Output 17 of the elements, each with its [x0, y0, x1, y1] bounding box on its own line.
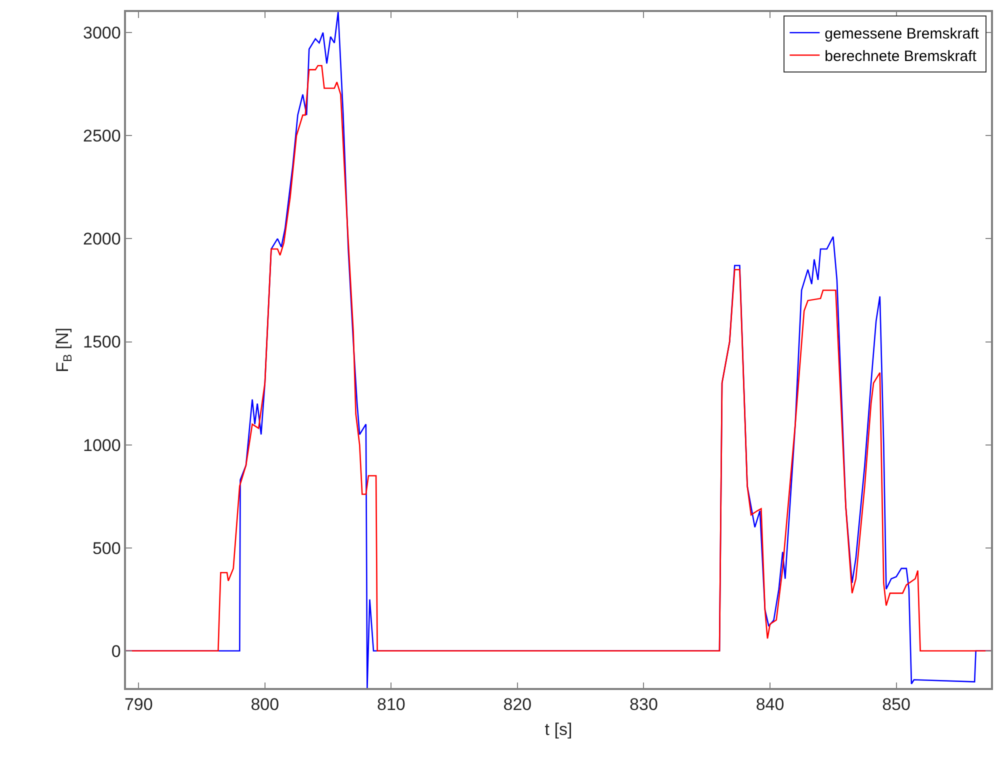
x-tick-label: 810 — [376, 695, 406, 714]
x-tick-label: 790 — [124, 695, 153, 714]
y-tick-label: 1000 — [83, 436, 121, 455]
x-tick-label: 820 — [503, 695, 532, 714]
x-axis-title: t [s] — [544, 720, 572, 740]
x-tick-label: 840 — [756, 695, 784, 714]
y-tick-label: 1500 — [83, 332, 121, 352]
x-tick-label: 800 — [250, 695, 280, 714]
y-tick-label: 2500 — [83, 126, 121, 146]
y-tick-label: 0 — [111, 642, 121, 661]
y-tick-label: 3000 — [83, 24, 121, 43]
x-tick-label: 850 — [882, 695, 910, 714]
x-tick-label: 830 — [630, 695, 658, 714]
y-tick-label: 2000 — [83, 230, 121, 249]
legend-label: berechnete Bremskraft — [824, 48, 978, 65]
legend-label: gemessene Bremskraft — [824, 25, 980, 42]
y-tick-label: 500 — [92, 538, 121, 558]
